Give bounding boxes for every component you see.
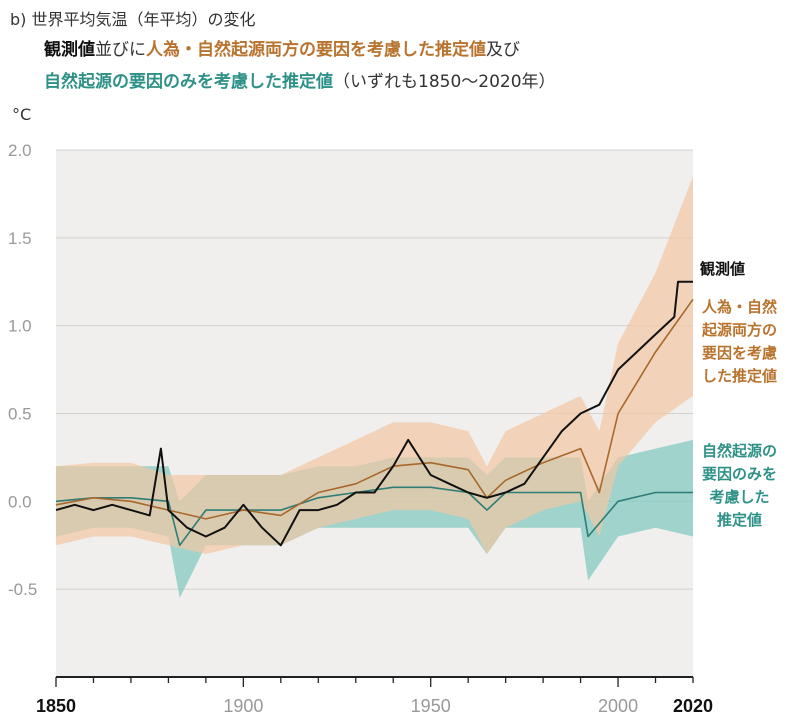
y-tick-label: 0.5 — [8, 405, 32, 424]
chart-title-line2: 観測値並びに人為・自然起源両方の要因を考慮した推定値及び — [44, 35, 520, 60]
legend-both-line: 要因を考慮 — [702, 344, 778, 362]
chart-title-line3: 自然起源の要因のみを考慮した推定値（いずれも1850～2020年） — [44, 67, 556, 92]
legend-both-line: 人為・自然 — [702, 298, 778, 316]
legend-both-line: 起源両方の — [702, 321, 778, 339]
title-both: 人為・自然起源両方の要因を考慮した推定値 — [146, 40, 486, 60]
legend-natural-line: 推定値 — [717, 511, 763, 529]
title-range: （いずれも1850～2020年） — [333, 72, 556, 92]
y-tick-label: 1.0 — [8, 317, 32, 336]
panel-label: b) — [10, 10, 27, 29]
legend-natural: 自然起源の 要因のみを 考慮した 推定値 — [702, 440, 777, 532]
legend-natural-line: 要因のみを — [702, 465, 778, 483]
y-tick-label: -0.5 — [8, 580, 37, 599]
both-uncertainty-band — [56, 176, 693, 555]
y-tick-label: 1.5 — [8, 229, 32, 248]
both-series-line — [55, 298, 694, 520]
x-tick-label: 1850 — [36, 696, 76, 716]
x-tick-label: 2020 — [673, 696, 713, 716]
title-text: 世界平均気温（年平均）の変化 — [31, 10, 256, 29]
title-join2: 及び — [486, 40, 520, 60]
legend-both: 人為・自然 起源両方の 要因を考慮 した推定値 — [702, 296, 777, 388]
x-tick-label: 2000 — [598, 696, 638, 716]
legend-both-line: した推定値 — [702, 367, 778, 385]
title-join1: 並びに — [95, 40, 146, 60]
title-natural: 自然起源の要因のみを考慮した推定値 — [44, 72, 333, 92]
legend-observed: 観測値 — [700, 260, 746, 278]
natural-series-line — [55, 486, 693, 547]
y-tick-label: 2.0 — [8, 141, 32, 160]
legend-natural-line: 考慮した — [709, 488, 770, 506]
y-tick-label: 0.0 — [8, 492, 32, 511]
y-unit-label: °C — [12, 105, 32, 124]
legend-natural-line: 自然起源の — [702, 442, 778, 460]
x-tick-label: 1900 — [223, 696, 263, 716]
title-observed: 観測値 — [44, 40, 95, 60]
chart-title-line1: b) 世界平均気温（年平均）の変化 — [10, 6, 256, 30]
observed-series-line — [55, 280, 693, 547]
x-tick-label: 1950 — [411, 696, 451, 716]
